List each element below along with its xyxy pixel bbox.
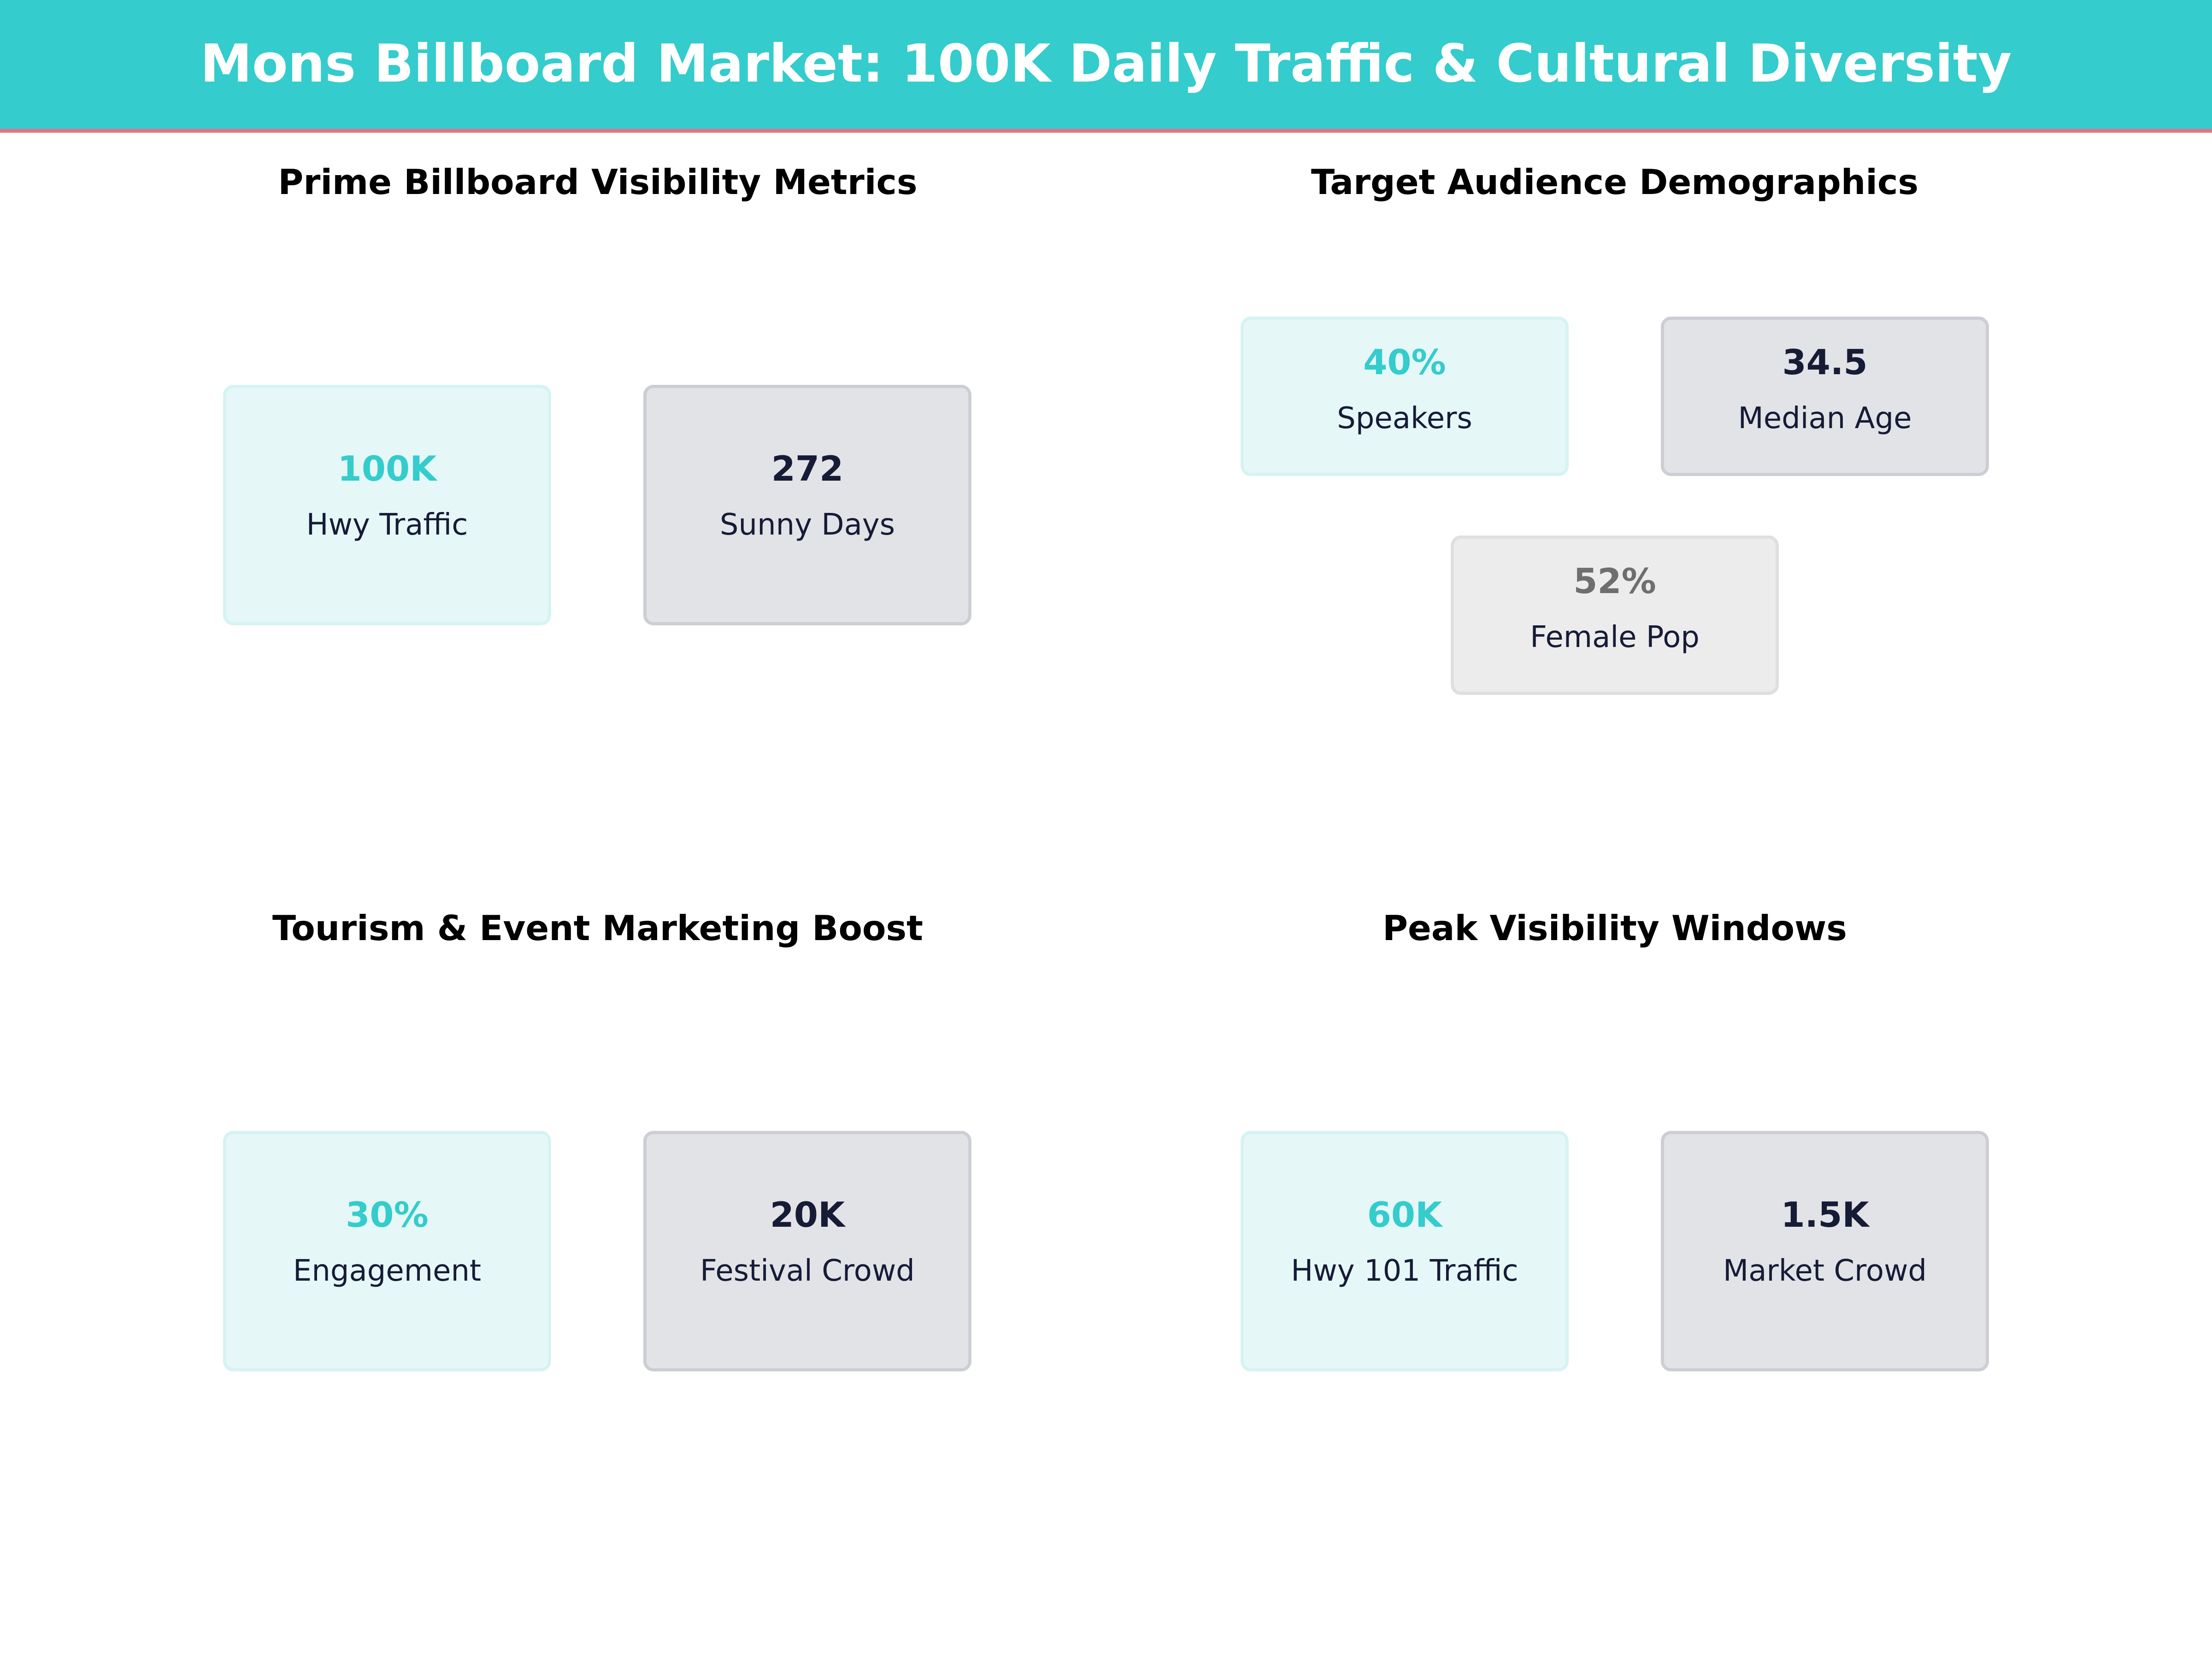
metric-label: Sunny Days [719,508,895,542]
metric-card-female-pop: 52% Female Pop [1451,535,1779,695]
metric-card-speakers: 40% Speakers [1241,317,1569,476]
metric-label: Female Pop [1530,620,1700,654]
metric-card-hwy-traffic: 100K Hwy Traffic [223,385,551,625]
metric-card-festival-crowd: 20K Festival Crowd [643,1131,971,1371]
metric-label: Engagement [293,1254,482,1288]
metric-label: Median Age [1738,401,1912,435]
metric-card-engagement: 30% Engagement [223,1131,551,1371]
header-banner: Mons Billboard Market: 100K Daily Traffi… [0,0,2212,133]
metric-value: 1.5K [1781,1194,1869,1235]
metric-value: 34.5 [1782,342,1868,382]
metric-value: 40% [1363,342,1446,382]
metric-label: Market Crowd [1723,1254,1927,1288]
metric-value: 272 [771,448,844,489]
metric-label: Festival Crowd [700,1254,915,1288]
metric-value: 20K [770,1194,845,1235]
page-title: Mons Billboard Market: 100K Daily Traffi… [200,33,2012,94]
panel-title-tourism-boost: Tourism & Event Marketing Boost [272,908,923,948]
metric-card-sunny-days: 272 Sunny Days [643,385,971,625]
panel-title-audience-demographics: Target Audience Demographics [1311,162,1919,202]
metric-card-market-crowd: 1.5K Market Crowd [1661,1131,1989,1371]
metric-value: 52% [1573,561,1656,601]
metric-card-median-age: 34.5 Median Age [1661,317,1989,476]
panel-title-peak-windows: Peak Visibility Windows [1382,908,1847,948]
metric-label: Hwy 101 Traffic [1291,1254,1518,1288]
metric-value: 60K [1367,1194,1442,1235]
metric-label: Speakers [1337,401,1472,435]
panel-title-visibility-metrics: Prime Billboard Visibility Metrics [278,162,918,202]
metric-card-hwy-101-traffic: 60K Hwy 101 Traffic [1241,1131,1569,1371]
metric-value: 30% [346,1194,429,1235]
metric-value: 100K [337,448,437,489]
metric-label: Hwy Traffic [306,508,468,542]
